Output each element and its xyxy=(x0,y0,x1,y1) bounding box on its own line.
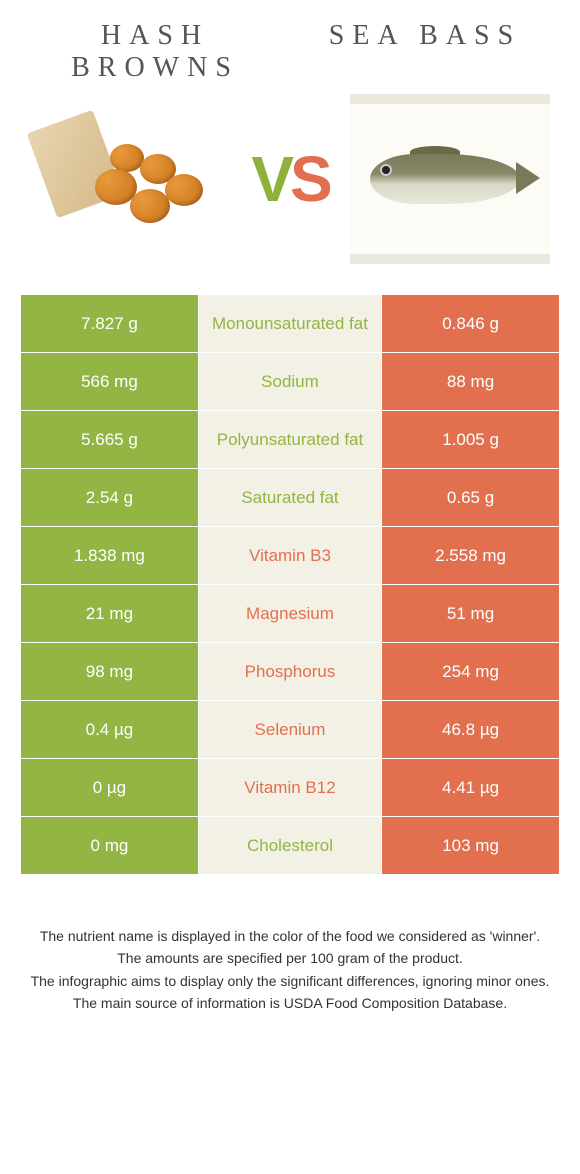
nutrient-label: Polyunsaturated fat xyxy=(198,411,381,469)
left-value: 566 mg xyxy=(21,353,199,411)
nutrient-label: Vitamin B12 xyxy=(198,759,381,817)
right-value: 254 mg xyxy=(382,643,560,701)
table-row: 0.4 µgSelenium46.8 µg xyxy=(21,701,560,759)
left-value: 21 mg xyxy=(21,585,199,643)
table-row: 0 mgCholesterol103 mg xyxy=(21,817,560,875)
table-row: 1.838 mgVitamin B32.558 mg xyxy=(21,527,560,585)
right-value: 0.65 g xyxy=(382,469,560,527)
left-value: 2.54 g xyxy=(21,469,199,527)
nutrient-label: Sodium xyxy=(198,353,381,411)
left-value: 98 mg xyxy=(21,643,199,701)
right-food-image xyxy=(350,94,550,264)
nutrient-label: Magnesium xyxy=(198,585,381,643)
hashbrowns-icon xyxy=(40,119,220,239)
nutrient-label: Phosphorus xyxy=(198,643,381,701)
nutrient-table: 7.827 gMonounsaturated fat0.846 g566 mgS… xyxy=(20,294,560,875)
left-value: 0.4 µg xyxy=(21,701,199,759)
table-row: 0 µgVitamin B124.41 µg xyxy=(21,759,560,817)
right-value: 0.846 g xyxy=(382,295,560,353)
footer-line: The main source of information is USDA F… xyxy=(30,992,550,1014)
nutrient-label: Vitamin B3 xyxy=(198,527,381,585)
seabass-icon xyxy=(360,144,540,214)
left-value: 1.838 mg xyxy=(21,527,199,585)
left-food-image xyxy=(30,94,230,264)
left-value: 0 µg xyxy=(21,759,199,817)
vs-label: VS xyxy=(251,142,328,216)
right-value: 51 mg xyxy=(382,585,560,643)
left-value: 5.665 g xyxy=(21,411,199,469)
table-row: 566 mgSodium88 mg xyxy=(21,353,560,411)
right-value: 4.41 µg xyxy=(382,759,560,817)
nutrient-label: Monounsaturated fat xyxy=(198,295,381,353)
table-row: 5.665 gPolyunsaturated fat1.005 g xyxy=(21,411,560,469)
table-row: 21 mgMagnesium51 mg xyxy=(21,585,560,643)
right-value: 88 mg xyxy=(382,353,560,411)
table-row: 7.827 gMonounsaturated fat0.846 g xyxy=(21,295,560,353)
right-value: 46.8 µg xyxy=(382,701,560,759)
footer: The nutrient name is displayed in the co… xyxy=(30,925,550,1015)
vs-row: VS xyxy=(0,94,580,294)
header: HASH BROWNS SEA BASS xyxy=(0,0,580,94)
footer-line: The infographic aims to display only the… xyxy=(30,970,550,992)
right-food-title: SEA BASS xyxy=(304,20,547,52)
left-value: 0 mg xyxy=(21,817,199,875)
right-value: 2.558 mg xyxy=(382,527,560,585)
footer-line: The nutrient name is displayed in the co… xyxy=(30,925,550,947)
table-row: 98 mgPhosphorus254 mg xyxy=(21,643,560,701)
nutrient-label: Saturated fat xyxy=(198,469,381,527)
footer-line: The amounts are specified per 100 gram o… xyxy=(30,947,550,969)
nutrient-label: Selenium xyxy=(198,701,381,759)
right-value: 1.005 g xyxy=(382,411,560,469)
left-value: 7.827 g xyxy=(21,295,199,353)
left-food-title: HASH BROWNS xyxy=(34,20,277,84)
right-value: 103 mg xyxy=(382,817,560,875)
nutrient-label: Cholesterol xyxy=(198,817,381,875)
table-row: 2.54 gSaturated fat0.65 g xyxy=(21,469,560,527)
